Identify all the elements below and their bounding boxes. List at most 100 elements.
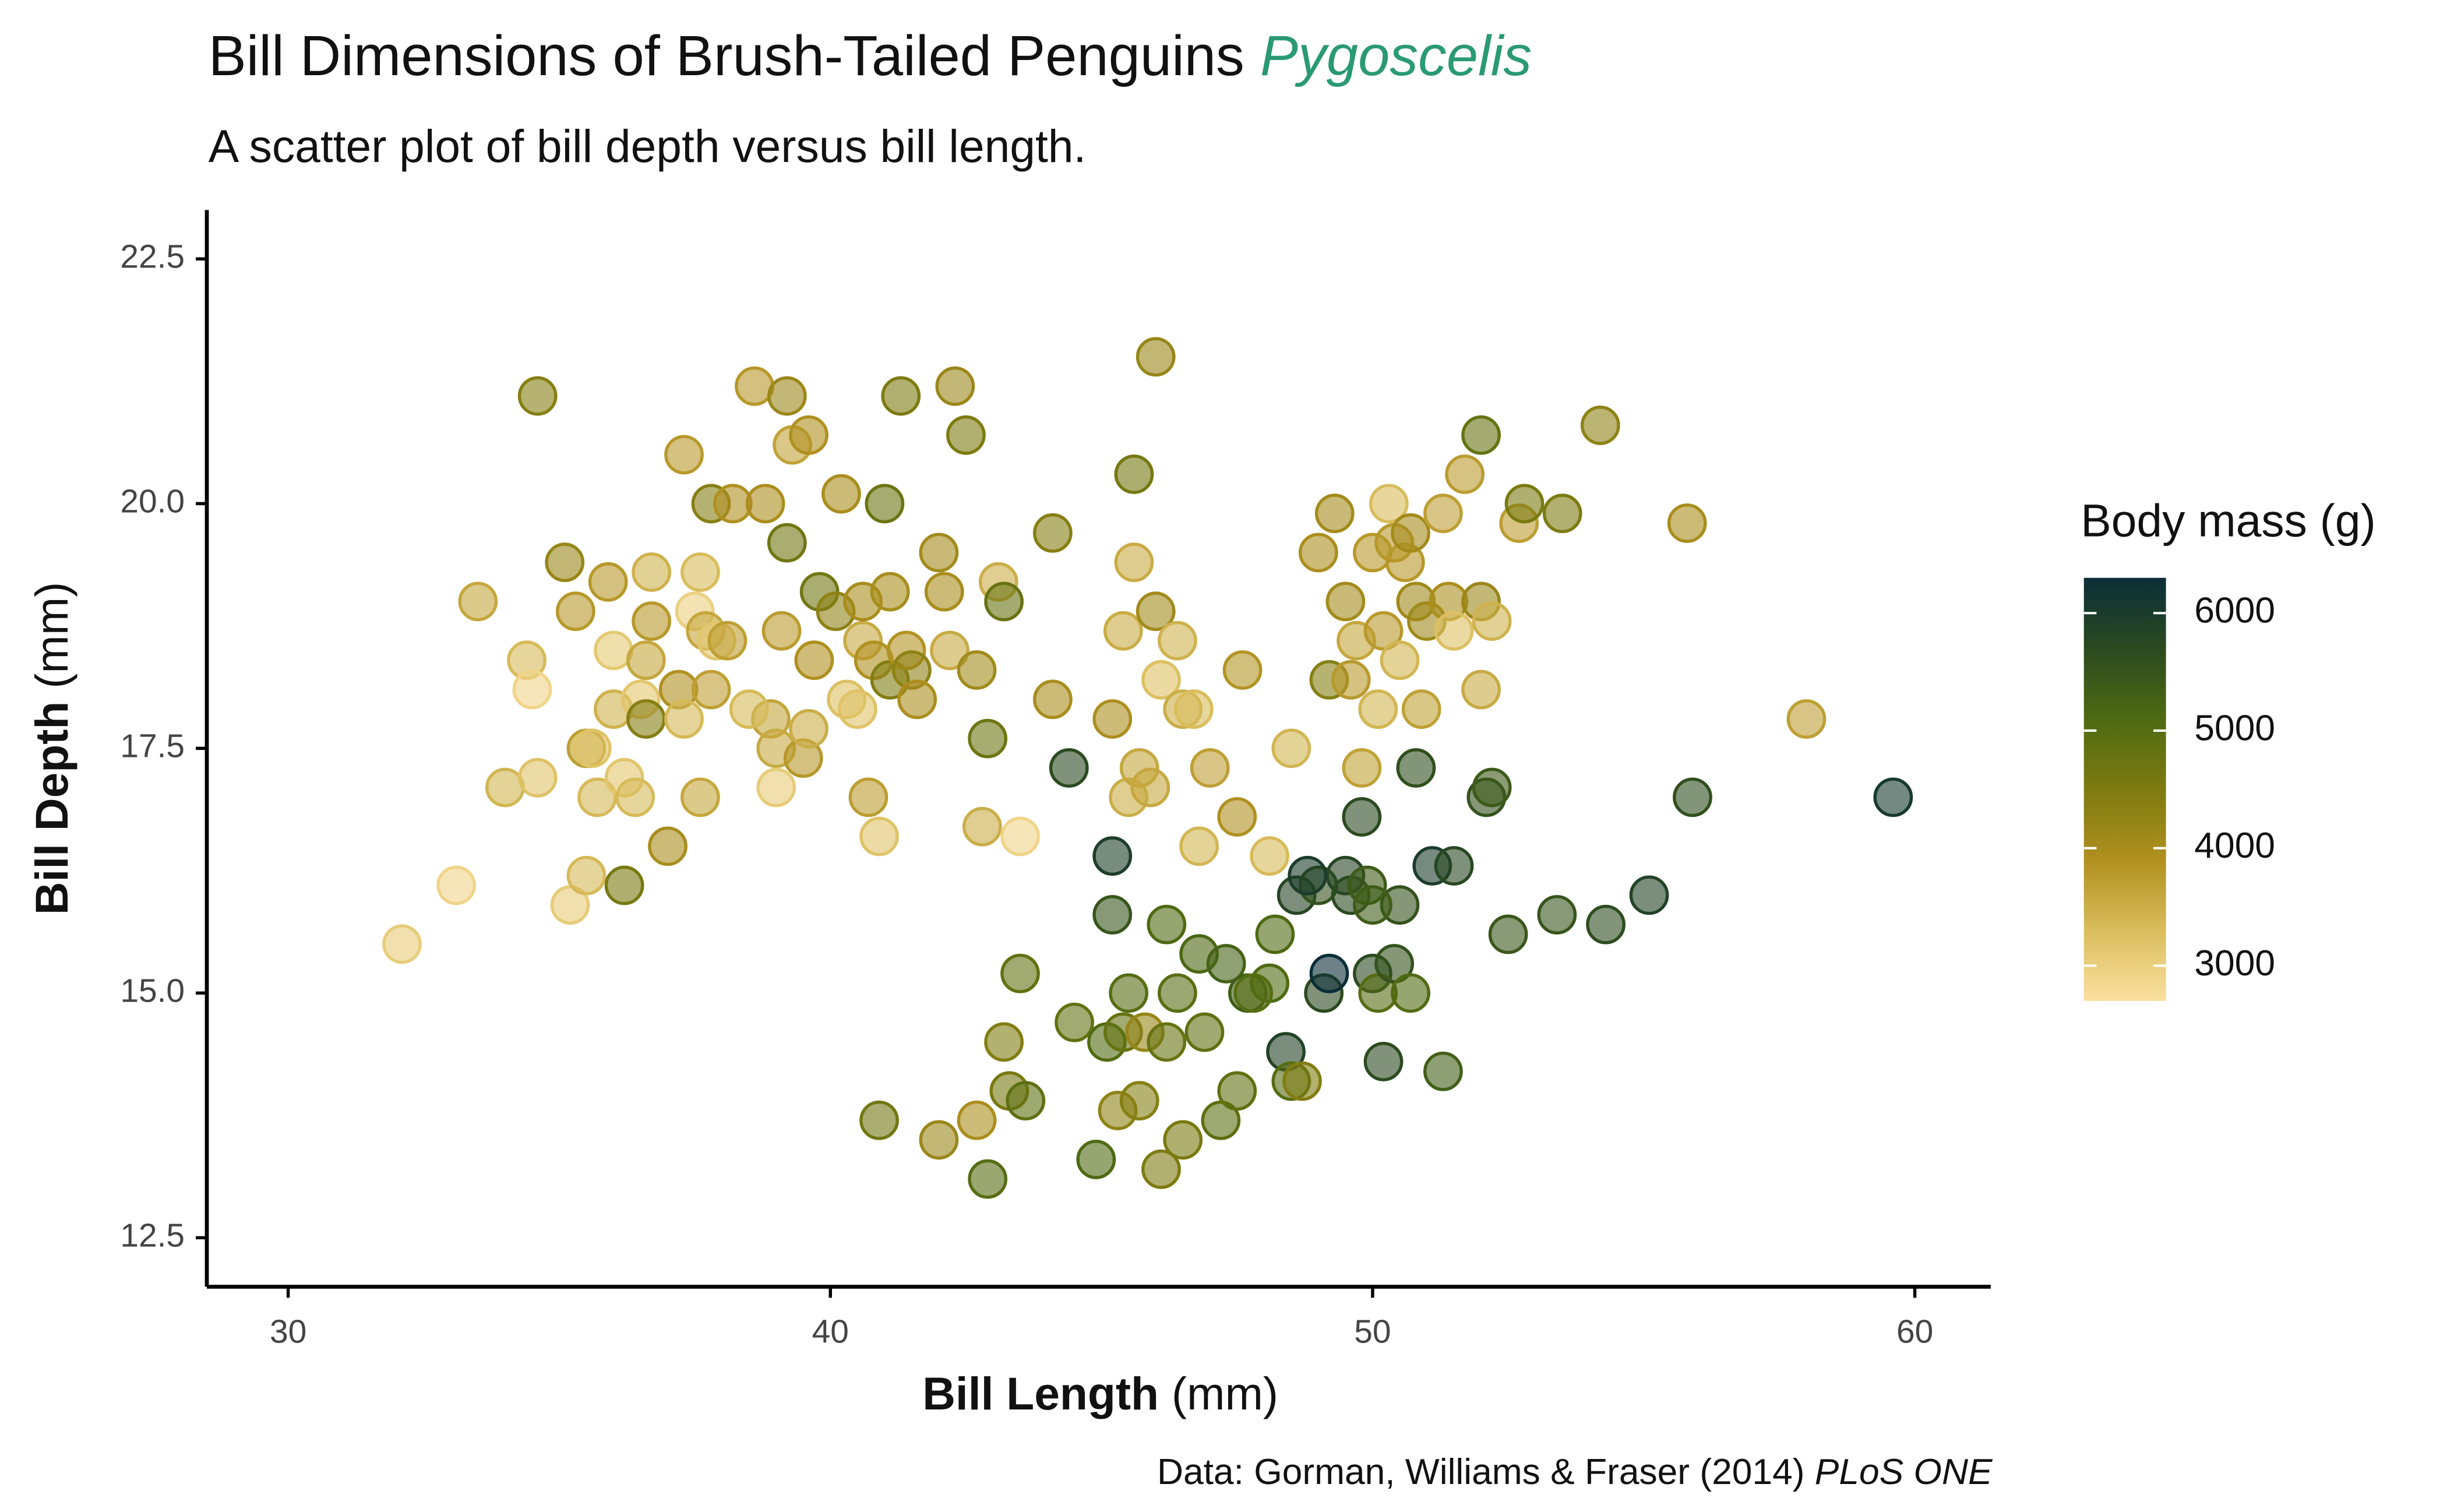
point [664, 699, 704, 739]
point [1488, 914, 1528, 954]
point [1136, 591, 1176, 632]
point [1342, 797, 1382, 837]
point [1282, 1061, 1322, 1101]
chart-title: Bill Dimensions of Brush-Tailed Penguins… [209, 24, 1532, 87]
point [1786, 699, 1827, 739]
point [1006, 1081, 1046, 1121]
point [859, 816, 899, 857]
point [1032, 513, 1073, 553]
point [848, 777, 888, 817]
point [1423, 1051, 1463, 1091]
point [632, 552, 672, 592]
point [870, 572, 910, 612]
point [957, 650, 997, 690]
point [512, 669, 552, 710]
point [946, 415, 986, 455]
point [458, 581, 498, 622]
point [821, 474, 861, 514]
point [1542, 494, 1582, 534]
point [1217, 1071, 1257, 1111]
point [729, 689, 769, 729]
point [881, 376, 921, 416]
point [1222, 650, 1263, 690]
point [837, 689, 877, 729]
point [1325, 581, 1366, 622]
point [1629, 875, 1669, 915]
legend-title: Body mass (g) [2081, 495, 2375, 546]
point [1314, 494, 1355, 534]
point [648, 826, 687, 866]
point [919, 1120, 959, 1160]
point [789, 709, 828, 749]
x-tick-label: 40 [812, 1313, 849, 1351]
caption-text: Data: Gorman, Williams & Fraser (2014) [1157, 1452, 1805, 1492]
point [1472, 601, 1512, 641]
point [1206, 944, 1246, 984]
title-main: Bill Dimensions of Brush-Tailed Penguins [209, 24, 1244, 87]
point [924, 572, 964, 612]
point [1000, 816, 1040, 857]
point [485, 767, 525, 808]
point [588, 562, 628, 602]
point [1158, 973, 1197, 1013]
point [962, 806, 1002, 847]
point [1586, 904, 1626, 944]
y-tick-label: 22.5 [120, 238, 185, 275]
point [1255, 914, 1295, 954]
point [1309, 953, 1349, 993]
y-unit: (mm) [26, 582, 77, 689]
point [1667, 503, 1707, 543]
point [1114, 542, 1154, 583]
point [767, 376, 807, 416]
point [968, 1159, 1008, 1199]
point [1103, 611, 1143, 651]
point [1173, 689, 1214, 729]
point [1055, 1002, 1094, 1042]
colorbar [2083, 577, 2166, 1001]
point [957, 1100, 997, 1140]
x-axis-title: Bill Length (mm) [922, 1368, 1278, 1419]
point [545, 542, 585, 583]
point [1380, 640, 1420, 681]
point [1049, 748, 1089, 788]
point [1580, 406, 1620, 445]
point [517, 757, 558, 798]
point [1000, 953, 1040, 993]
point [1363, 1042, 1404, 1081]
point [761, 611, 802, 651]
colorbar-label: 5000 [2194, 708, 2275, 748]
point [1032, 679, 1073, 720]
point [1374, 944, 1415, 984]
point [1288, 855, 1328, 896]
point [1147, 904, 1187, 944]
point [1233, 973, 1274, 1013]
point [1401, 689, 1441, 729]
y-tick-label: 15.0 [120, 972, 185, 1009]
y-tick-label: 12.5 [120, 1217, 185, 1254]
point [1342, 748, 1382, 788]
point [517, 376, 558, 416]
point [1423, 494, 1463, 534]
point [1109, 973, 1148, 1013]
point [1391, 513, 1430, 553]
point [865, 484, 905, 524]
point [1184, 1012, 1225, 1052]
x-unit: (mm) [1172, 1368, 1278, 1419]
point [555, 591, 595, 632]
point [1147, 1022, 1187, 1062]
subtitle: A scatter plot of bill depth versus bill… [209, 121, 1087, 172]
point [691, 669, 731, 710]
point [1158, 621, 1197, 661]
point [1114, 454, 1154, 494]
point [626, 640, 666, 681]
caption-journal: PLoS ONE [1815, 1452, 1993, 1492]
point [550, 885, 590, 925]
point [1271, 728, 1311, 769]
point [1353, 885, 1392, 925]
point [930, 630, 969, 671]
point [984, 1022, 1024, 1062]
point [680, 777, 720, 817]
point [1163, 1120, 1203, 1160]
point [604, 865, 644, 905]
